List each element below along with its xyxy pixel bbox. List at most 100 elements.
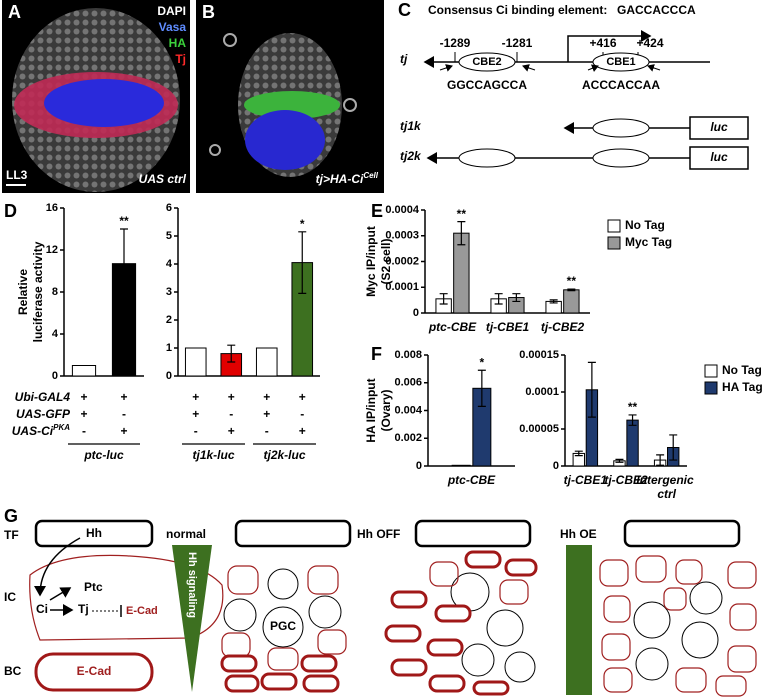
condition-sign: - (122, 407, 126, 421)
basal-cell (300, 654, 338, 673)
condition-sign: + (299, 390, 306, 404)
ligand: Hh (86, 526, 102, 540)
cell-outline (267, 647, 299, 671)
legend-label: HA Tag (722, 380, 763, 394)
y-tick-label: 0.006 (394, 377, 422, 389)
basal-cell (390, 658, 428, 677)
cell-outline (715, 675, 747, 697)
condition-label: UAS ctrl (139, 172, 187, 186)
y-axis-label: HA IP/input (364, 378, 378, 442)
c-title: Consensus Ci binding element: (428, 3, 607, 17)
cell-outline (221, 632, 251, 658)
pathway-node: Ci (36, 602, 48, 616)
significance: ** (119, 214, 129, 228)
x-tick-line: ctrl (657, 487, 676, 501)
shape (49, 587, 72, 601)
condition-sign: + (120, 424, 127, 438)
shape (343, 98, 357, 112)
group-label: tj1k-luc (192, 448, 234, 462)
condition-sign: + (228, 390, 235, 404)
x-tick-label: ptc-CBE (447, 473, 496, 487)
condition-label: UAS-CiPKA (12, 423, 70, 439)
basal-cell (302, 674, 340, 693)
y-tick-label: 0.0004 (385, 204, 420, 216)
y-tick-label: 0.0002 (385, 255, 419, 267)
shape (592, 148, 650, 168)
y-tick-label: 2 (166, 314, 172, 326)
shape (522, 64, 536, 72)
bar (184, 347, 207, 377)
shape (647, 64, 661, 72)
error-bar (457, 220, 466, 246)
y-tick-label: 0.0001 (525, 386, 559, 398)
basal-cell (504, 558, 538, 577)
basal-cell (434, 604, 472, 623)
legend-label: Myc Tag (625, 235, 672, 249)
condition-text: UAS-Ci (12, 424, 54, 438)
legend-swatch (607, 236, 621, 250)
error-bar (656, 454, 665, 466)
basal-cell (428, 674, 466, 693)
bar (71, 365, 97, 377)
germ-cell (486, 609, 524, 647)
cell-outline (601, 633, 631, 661)
shape (587, 64, 599, 72)
x-tick-label: tj-CBE1 (564, 473, 608, 487)
shape (623, 519, 741, 548)
y-axis-label: (Ovary) (379, 389, 393, 431)
panel-label: B (202, 2, 215, 22)
condition-sign: + (80, 407, 87, 421)
error-bar (227, 344, 236, 363)
site-sequence: ACCCACCAA (582, 78, 660, 92)
y-axis-label: Myc IP/input (364, 226, 378, 297)
condition-title: normal (166, 527, 206, 541)
shape (44, 79, 164, 127)
y-tick-label: 0 (413, 307, 419, 319)
error-bar (669, 434, 678, 461)
shape (34, 537, 81, 597)
y-tick-label: 0 (166, 370, 172, 382)
basal-cell (472, 680, 510, 696)
panel-label: G (4, 506, 18, 526)
legend-swatch (704, 364, 718, 378)
germ-cell (689, 581, 723, 615)
cell-outline (727, 645, 757, 673)
basal-cell (220, 654, 258, 673)
condition-sign: + (299, 424, 306, 438)
cell-outline (603, 667, 633, 693)
shape (172, 545, 212, 692)
shape (458, 52, 516, 72)
condition-text: UAS-GFP (16, 407, 71, 421)
y-tick-label: 0.00015 (519, 349, 559, 361)
basal-cell (390, 590, 428, 609)
cell-outline (499, 579, 529, 605)
condition-sign: + (80, 390, 87, 404)
y-tick-label: 4 (52, 328, 59, 340)
cell-outline (675, 559, 703, 585)
group-label: tj2k-luc (263, 448, 305, 462)
condition-sign: + (228, 424, 235, 438)
channel-label: Tj (175, 52, 186, 66)
y-tick-label: 0 (553, 460, 559, 472)
condition-text: tj>HA-Ci (316, 172, 364, 186)
germ-cell (681, 621, 719, 659)
shape (34, 519, 154, 548)
shape (439, 64, 453, 72)
significance: * (480, 355, 485, 369)
y-tick-label: 6 (166, 202, 172, 214)
c-consensus: GACCACCCA (617, 3, 696, 17)
y-tick-label: 0.004 (394, 404, 422, 416)
shape (245, 110, 325, 170)
condition-sign: + (263, 390, 270, 404)
basal-cell (260, 672, 298, 691)
cell-outline (729, 603, 757, 631)
basal-cell (464, 550, 502, 569)
legend-label: No Tag (722, 363, 762, 377)
bar (255, 347, 278, 377)
error-bar (587, 361, 596, 418)
y-tick-label: 0 (416, 460, 422, 472)
germ-cell (461, 643, 495, 677)
condition-sign: - (82, 424, 86, 438)
error-bar (615, 458, 624, 463)
condition-sign: - (265, 424, 269, 438)
